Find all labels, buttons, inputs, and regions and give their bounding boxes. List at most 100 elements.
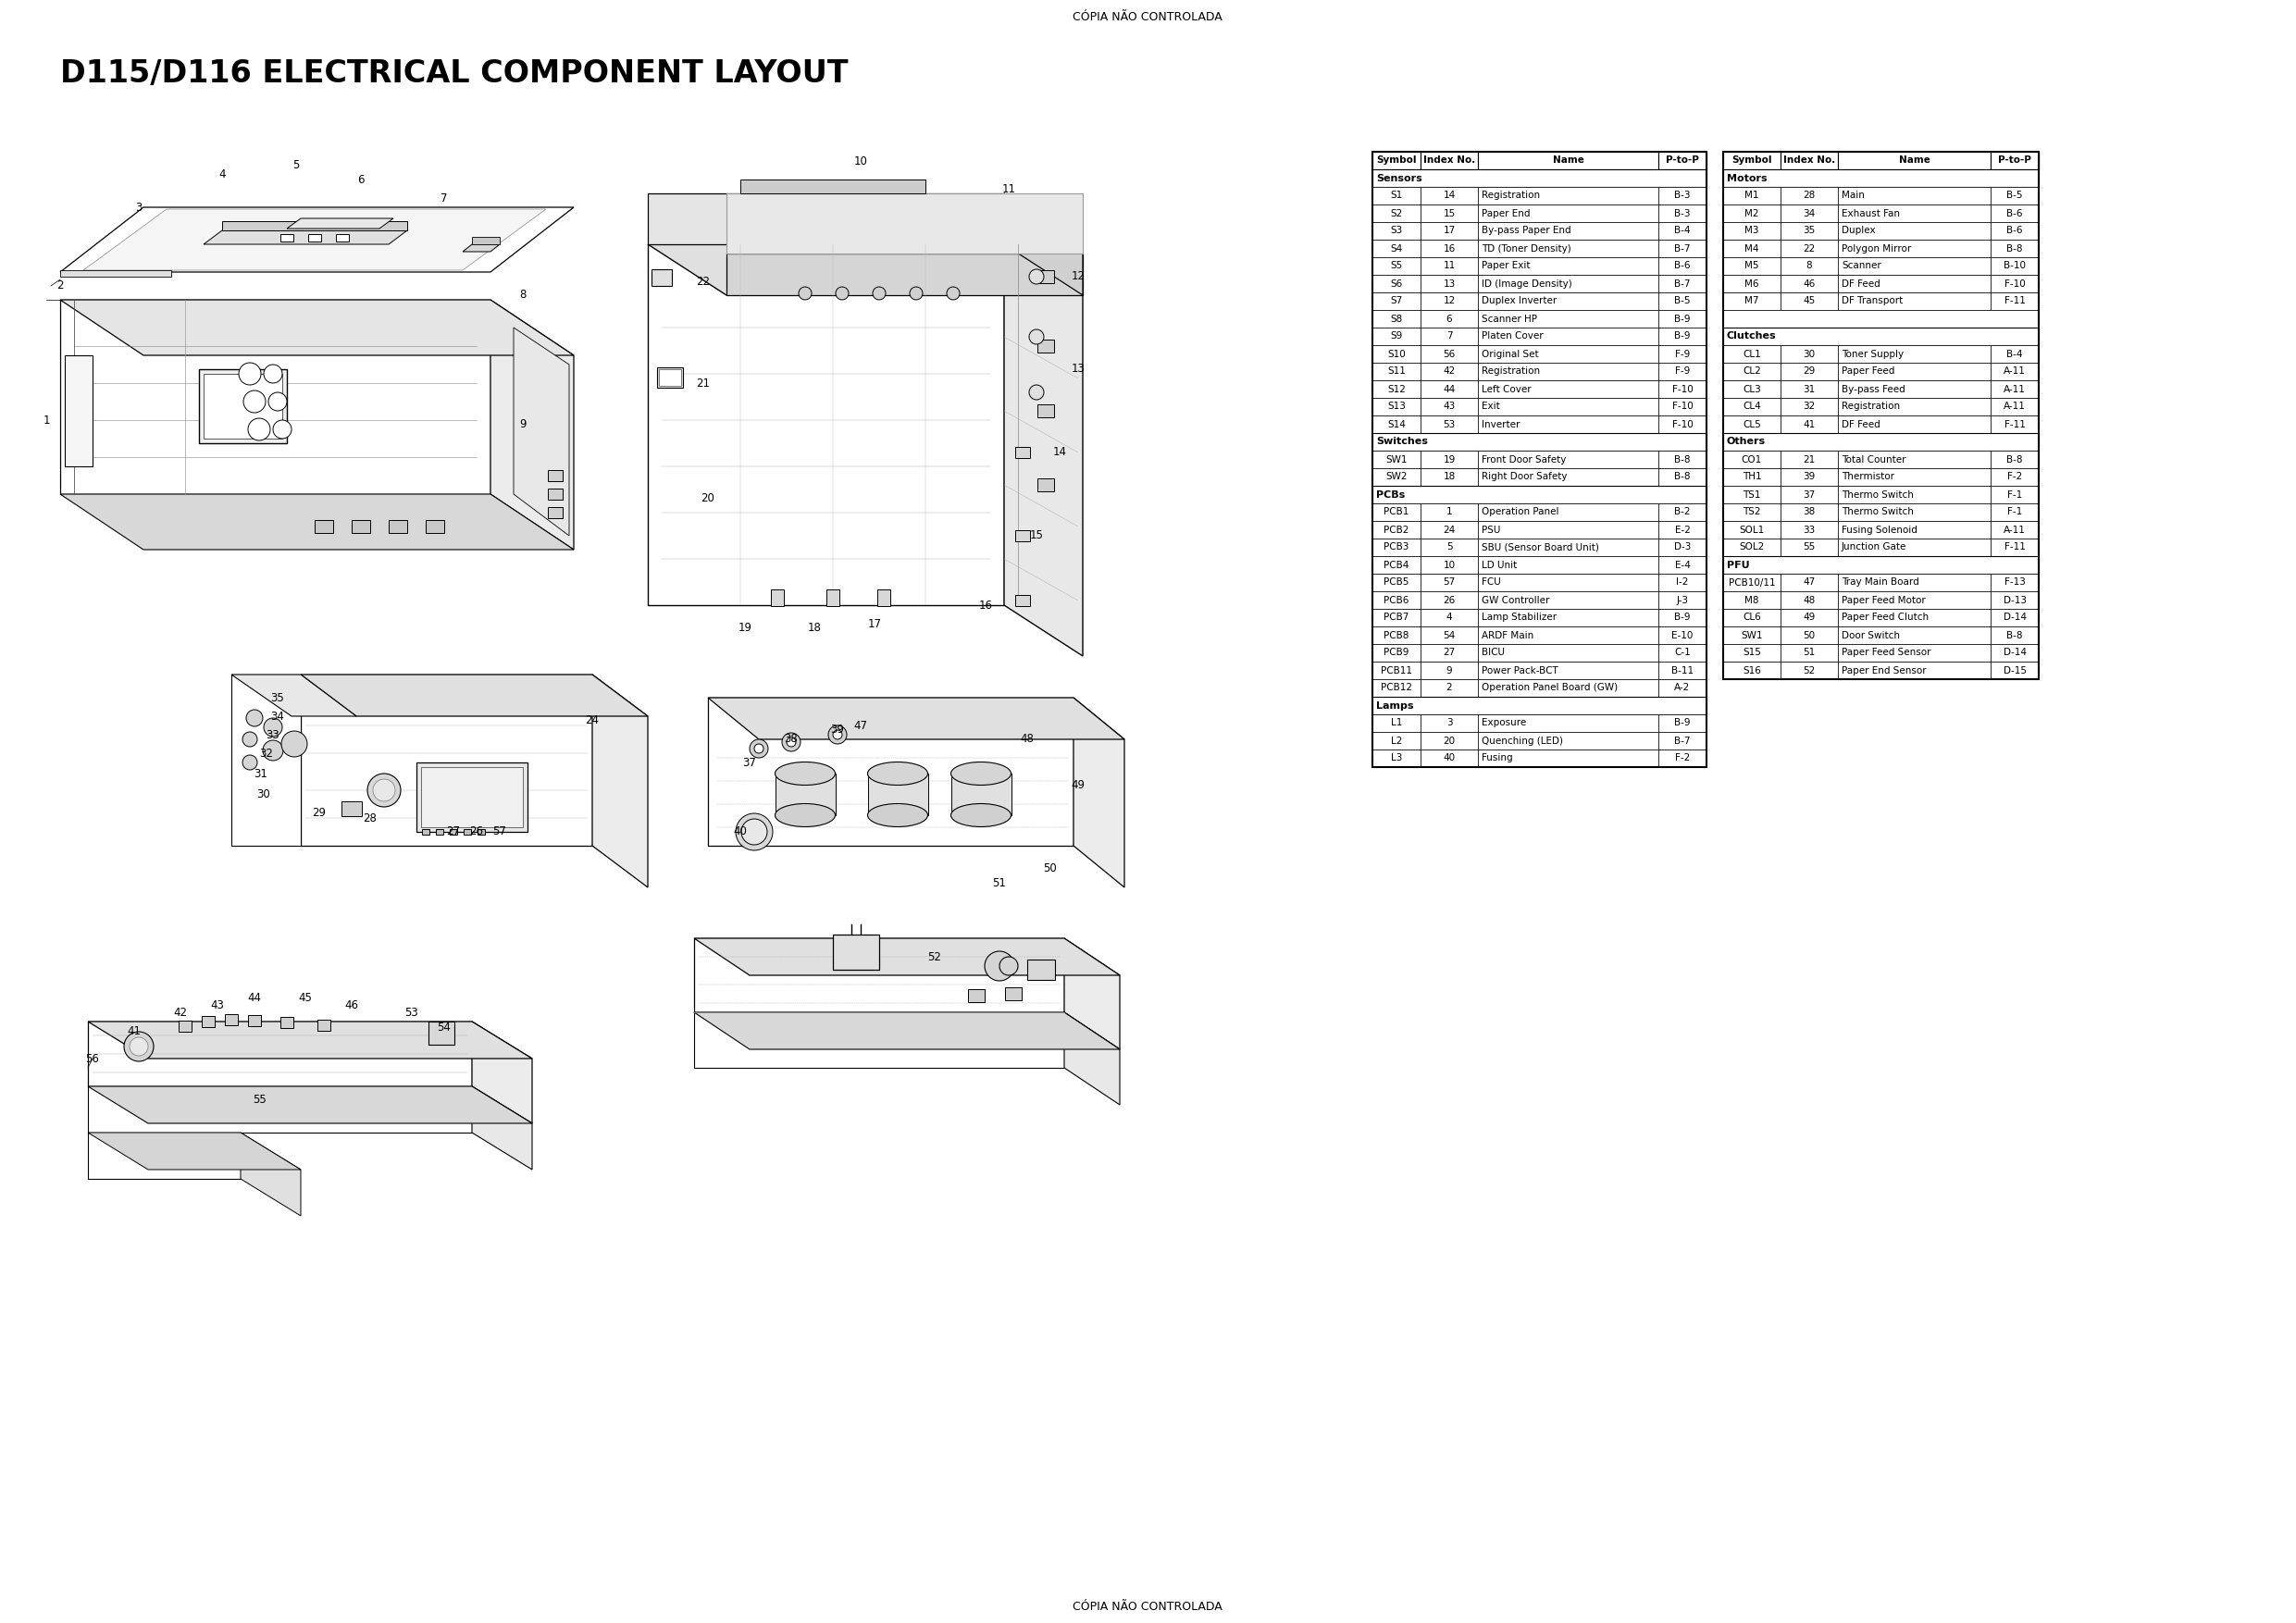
Text: 20: 20 [1444,737,1456,745]
Text: TS2: TS2 [1743,508,1761,516]
Text: 26: 26 [1444,596,1456,605]
Text: F-1: F-1 [2007,508,2023,516]
Bar [1991,187,2039,204]
Text: B-4: B-4 [2007,349,2023,359]
Text: 26: 26 [471,826,484,837]
Bar [1373,222,1421,240]
Text: Index No.: Index No. [1424,156,1476,166]
Bar [1991,240,2039,256]
Bar [1779,222,1837,240]
Bar [1373,714,1706,732]
Bar [1038,269,1054,282]
Bar [1373,732,1706,750]
Text: 22: 22 [1802,243,1816,253]
Text: 8: 8 [519,289,526,302]
Bar [1779,256,1837,274]
Text: Polygon Mirror: Polygon Mirror [1841,243,1910,253]
Text: M4: M4 [1745,243,1759,253]
Text: 55: 55 [1802,542,1816,552]
Text: Junction Gate: Junction Gate [1841,542,1906,552]
Bar [429,1021,455,1045]
Circle shape [742,820,767,846]
Text: S11: S11 [1387,367,1405,377]
Text: B-6: B-6 [1674,261,1690,271]
Ellipse shape [776,803,836,826]
Text: 18: 18 [1444,472,1456,482]
Text: 6: 6 [1446,315,1453,323]
Polygon shape [726,193,1084,253]
Text: M7: M7 [1745,297,1759,305]
Circle shape [246,709,262,727]
Text: Fusing Solenoid: Fusing Solenoid [1841,526,1917,534]
Bar [1421,204,1479,222]
Bar [1724,626,1779,644]
Circle shape [735,813,774,850]
Text: Quenching (LED): Quenching (LED) [1481,737,1564,745]
Text: PSU: PSU [1481,526,1502,534]
Bar [1837,380,1991,398]
Bar [1373,415,1421,433]
Bar [1421,591,1479,609]
Bar [1373,256,1421,274]
Text: S9: S9 [1391,331,1403,341]
Circle shape [783,734,801,751]
Text: F-13: F-13 [2004,578,2025,588]
Bar [1373,714,1421,732]
Bar [1724,240,1779,256]
Text: Duplex: Duplex [1841,226,1876,235]
Text: Door Switch: Door Switch [1841,631,1899,639]
Text: CÓPIA NÃO CONTROLADA: CÓPIA NÃO CONTROLADA [1072,11,1221,24]
Text: D-14: D-14 [2002,648,2027,657]
Bar [1421,503,1479,521]
Bar [1779,346,1837,362]
Bar [1724,204,1779,222]
Text: 49: 49 [1072,779,1086,792]
Bar [1837,274,1991,292]
Text: Paper End: Paper End [1481,209,1529,217]
Bar [1837,204,1991,222]
Bar [1373,539,1421,557]
Bar [1724,539,1779,557]
Polygon shape [491,300,574,550]
Bar [1991,662,2039,678]
Text: E-10: E-10 [1671,631,1692,639]
Text: Scanner: Scanner [1841,261,1880,271]
Polygon shape [87,1021,533,1058]
Circle shape [985,951,1015,980]
Bar [1658,240,1706,256]
Text: F-11: F-11 [2004,297,2025,305]
Text: 40: 40 [1444,753,1456,763]
Bar [1373,503,1421,521]
Bar [1724,292,1779,310]
Bar [1038,404,1054,417]
Bar [1373,750,1421,768]
Text: 33: 33 [266,729,280,740]
Text: 34: 34 [1802,209,1816,217]
Text: B-8: B-8 [2007,631,2023,639]
Text: PCB1: PCB1 [1384,508,1410,516]
Text: 9: 9 [519,419,526,430]
Text: 3: 3 [1446,719,1453,727]
Bar [1373,169,1706,187]
Text: Left Cover: Left Cover [1481,385,1531,394]
Bar [1658,274,1706,292]
Bar [549,471,563,480]
Text: F-10: F-10 [1671,385,1692,394]
Bar [1421,521,1479,539]
Text: 54: 54 [436,1022,450,1034]
Text: F-10: F-10 [1671,403,1692,411]
Bar [1779,362,1837,380]
Text: L2: L2 [1391,737,1403,745]
Bar [1373,591,1421,609]
Bar [248,1014,262,1026]
Polygon shape [223,221,406,230]
Bar [436,829,443,834]
Bar [1658,346,1706,362]
Text: DF Feed: DF Feed [1841,279,1880,289]
Bar [1991,274,2039,292]
Bar [549,506,563,518]
Text: 27: 27 [1444,648,1456,657]
Text: 3: 3 [135,201,142,213]
Bar [1658,732,1706,750]
Bar [1991,415,2039,433]
